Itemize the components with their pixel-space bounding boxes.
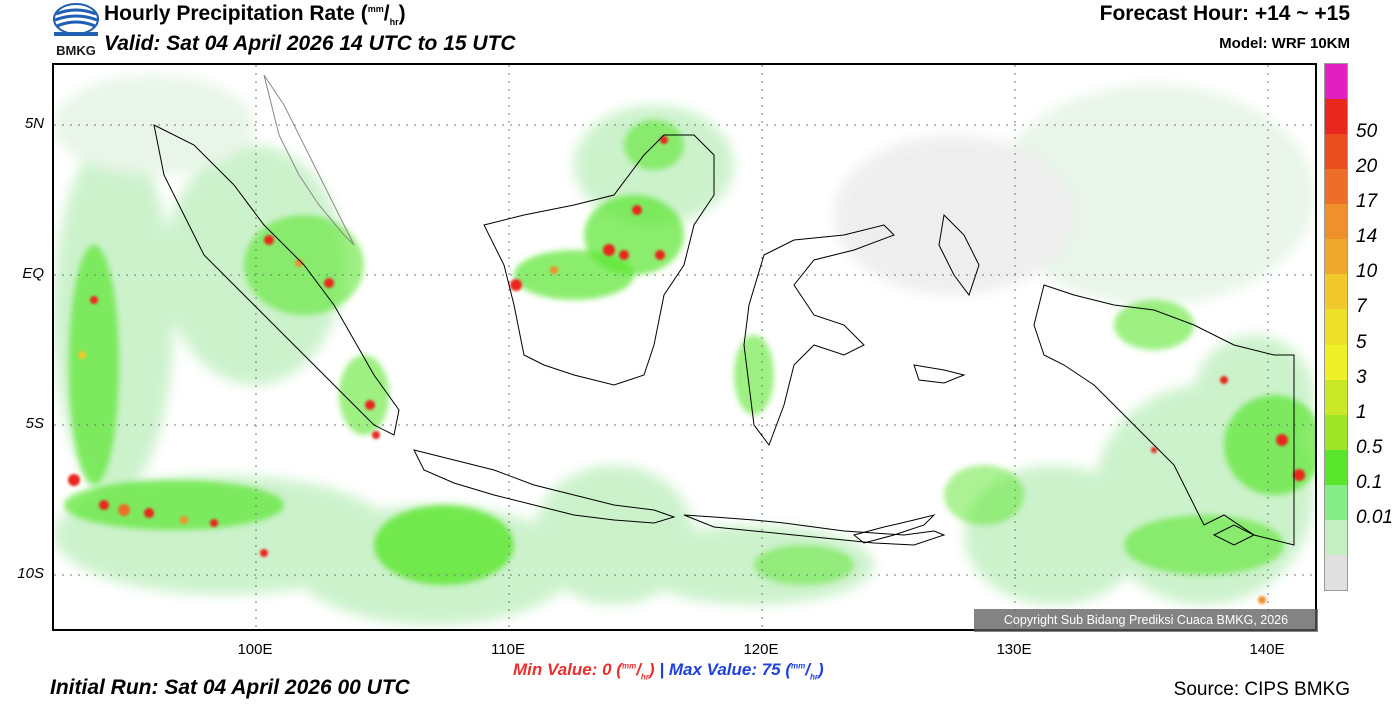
colorbar-segment [1325, 64, 1347, 100]
coastlines [153, 74, 1295, 546]
initial-run: Initial Run: Sat 04 April 2026 00 UTC [50, 676, 410, 699]
colorbar-label: 5 [1356, 331, 1367, 353]
model-name: Model: WRF 10KM [1219, 35, 1350, 52]
logo-text: BMKG [56, 43, 96, 58]
copyright-text: Copyright Sub Bidang Prediksi Cuaca BMKG… [974, 609, 1318, 632]
colorbar-segment [1325, 414, 1347, 450]
map-canvas [54, 65, 1315, 629]
colorbar-segment [1325, 554, 1347, 590]
colorbar-label: 20 [1356, 156, 1378, 178]
colorbar-segment [1325, 204, 1347, 240]
source-text: Source: CIPS BMKG [1173, 679, 1350, 700]
lat-label-5s: 5S [25, 415, 44, 432]
lon-label-120e: 120E [743, 641, 779, 658]
colorbar-label: 7 [1356, 296, 1367, 318]
bmkg-logo: BMKG [52, 2, 100, 58]
colorbar-segment [1325, 344, 1347, 380]
colorbar-label: 0.01 [1356, 506, 1393, 528]
colorbar-segment [1325, 239, 1347, 275]
lon-label-140e: 140E [1249, 641, 1285, 658]
lon-label-130e: 130E [996, 641, 1032, 658]
colorbar-segment [1325, 519, 1347, 555]
min-max-values: Min Value: 0 (mm/hr) | Max Value: 75 (mm… [513, 660, 824, 681]
title-unit-sub: hr [389, 17, 399, 28]
lat-label-10s: 10S [17, 565, 44, 582]
bmkg-logo-icon: BMKG [53, 3, 99, 58]
colorbar [1324, 63, 1348, 591]
colorbar-label: 0.1 [1356, 471, 1383, 493]
colorbar-segment [1325, 274, 1347, 310]
colorbar-label: 10 [1356, 261, 1378, 283]
colorbar-label: 17 [1356, 191, 1378, 213]
colorbar-segment [1325, 449, 1347, 485]
colorbar-segment [1325, 309, 1347, 345]
valid-time: Valid: Sat 04 April 2026 14 UTC to 15 UT… [104, 32, 516, 55]
colorbar-label: 0.5 [1356, 436, 1383, 458]
title-close: ) [398, 2, 406, 25]
colorbar-label: 14 [1356, 226, 1378, 248]
lat-label-eq: EQ [22, 265, 44, 282]
title-text: Hourly Precipitation Rate ( [104, 2, 368, 25]
title-unit-sup: mm [367, 4, 384, 14]
colorbar-segment [1325, 134, 1347, 170]
separator: | [659, 660, 665, 679]
precipitation-map [52, 63, 1317, 631]
forecast-hour: Forecast Hour: +14 ~ +15 [1099, 2, 1350, 25]
colorbar-label: 1 [1356, 401, 1367, 423]
chart-title: Hourly Precipitation Rate (mm/hr) [104, 2, 406, 28]
precip-heavy-cells [68, 136, 1305, 604]
colorbar-segment [1325, 99, 1347, 135]
colorbar-segment [1325, 169, 1347, 205]
lon-label-110e: 110E [491, 641, 525, 658]
colorbar-label: 50 [1356, 121, 1378, 143]
colorbar-label: 3 [1356, 366, 1367, 388]
min-value: Min Value: 0 (mm/hr) [513, 660, 655, 682]
lon-label-100e: 100E [237, 641, 273, 658]
lat-label-5n: 5N [24, 115, 44, 132]
colorbar-segment [1325, 484, 1347, 520]
max-value: Max Value: 75 (mm/hr) [668, 660, 824, 682]
colorbar-segment [1325, 379, 1347, 415]
